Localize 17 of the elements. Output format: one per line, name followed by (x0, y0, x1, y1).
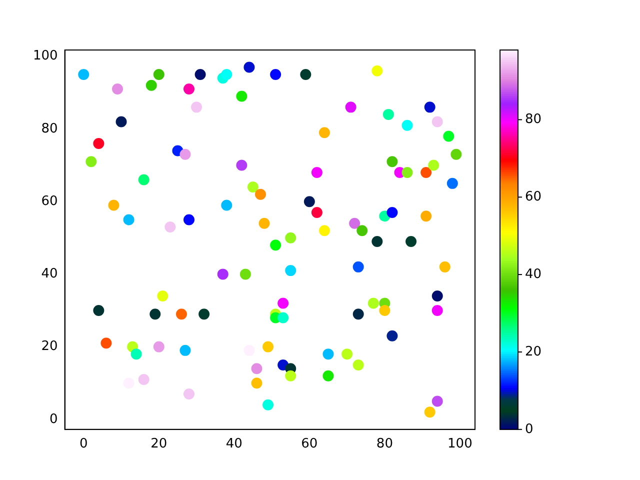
y-tick-label: 80 (41, 121, 58, 136)
color-bar-label: 20 (525, 344, 542, 360)
y-tick-label: 0 (50, 412, 58, 427)
color-bar-label: 80 (525, 112, 542, 128)
x-tick-label: 100 (448, 436, 472, 452)
y-tick-label: 100 (32, 48, 58, 64)
x-tick-label: 20 (150, 436, 168, 452)
x-tick-label: 40 (226, 436, 242, 452)
x-tick-label: 0 (79, 436, 88, 452)
color-bar-label: 0 (525, 422, 534, 437)
y-tick-label: 40 (41, 266, 58, 282)
y-tick-label: 20 (41, 339, 58, 354)
x-tick-label: 60 (301, 436, 318, 452)
color-bar-label: 40 (525, 266, 542, 282)
y-tick-label: 60 (41, 194, 58, 209)
color-bar-label: 60 (525, 189, 542, 204)
x-tick-label: 80 (376, 436, 393, 452)
